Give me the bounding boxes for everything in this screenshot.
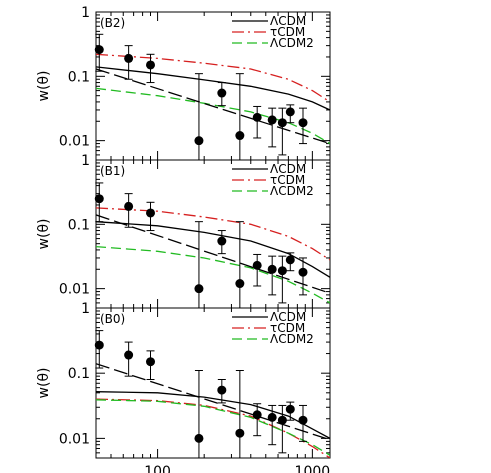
panel-1-series-CDM2 bbox=[96, 245, 330, 304]
panel-2-series-CDM bbox=[96, 391, 330, 439]
panel-0-data-point bbox=[217, 88, 227, 98]
panel-1-series-CDM bbox=[96, 221, 330, 278]
panel-2-data-point bbox=[277, 415, 287, 425]
panel-1-series-fit-line bbox=[96, 214, 330, 294]
panel-2-data-point bbox=[285, 404, 295, 414]
panel-0-data-point bbox=[285, 107, 295, 117]
panel-2-data-point bbox=[298, 415, 308, 425]
panel-2-data-point bbox=[235, 428, 245, 438]
panel-2-ytick-label: 0.01 bbox=[59, 431, 90, 447]
panel-2-ylabel: w(θ) bbox=[36, 368, 52, 399]
panel-0-label: (B2) bbox=[100, 16, 125, 30]
panel-2-series-CDM bbox=[96, 398, 330, 458]
panel-0-data-point bbox=[94, 45, 104, 55]
panel-0-data-point bbox=[298, 118, 308, 128]
panel-2-data-point bbox=[267, 412, 277, 422]
panel-2-data-point bbox=[146, 357, 156, 367]
panel-2-data-point bbox=[124, 350, 134, 360]
panel-1-series-CDM bbox=[96, 207, 330, 261]
panel-0-series-CDM2 bbox=[96, 87, 330, 145]
panel-2-legend-label: ΛCDM2 bbox=[270, 332, 314, 346]
panel-2-xtick-label: 100 bbox=[144, 464, 171, 473]
panel-1-legend-label: τCDM bbox=[270, 173, 305, 187]
panel-0-data-point bbox=[194, 136, 204, 146]
panel-1-ylabel: w(θ) bbox=[36, 219, 52, 250]
panel-0-series-CDM bbox=[96, 66, 330, 111]
panel-1-data-point bbox=[298, 267, 308, 277]
panel-1-label: (B1) bbox=[100, 164, 125, 178]
panel-0-legend-label: ΛCDM bbox=[270, 14, 306, 28]
panel-0-legend-label: τCDM bbox=[270, 25, 305, 39]
panel-2-series-fit-line bbox=[96, 363, 330, 441]
panel-0-data-point bbox=[252, 112, 262, 122]
panel-0-data-point bbox=[277, 118, 287, 128]
panel-0-ytick-label: 0.01 bbox=[59, 134, 90, 150]
panel-0-ylabel: w(θ) bbox=[36, 71, 52, 102]
panel-1-data-point bbox=[235, 279, 245, 289]
panel-0-ytick-label: 1 bbox=[81, 5, 90, 21]
panel-2-ytick-label: 0.1 bbox=[68, 366, 90, 382]
panel-2-legend-label: τCDM bbox=[270, 321, 305, 335]
panel-0-legend-label: ΛCDM2 bbox=[270, 36, 314, 50]
panel-0-data-point bbox=[124, 53, 134, 63]
panel-2-data-point bbox=[194, 433, 204, 443]
panel-1-data-point bbox=[277, 266, 287, 276]
panel-1-data-point bbox=[194, 284, 204, 294]
panel-2-data-point bbox=[217, 385, 227, 395]
panel-0-data-point bbox=[146, 60, 156, 70]
panel-1-ytick-label: 0.01 bbox=[59, 282, 90, 298]
panel-1-legend-label: ΛCDM2 bbox=[270, 184, 314, 198]
panel-1-data-point bbox=[146, 208, 156, 218]
panel-1-data-point bbox=[267, 264, 277, 274]
panel-2-legend-label: ΛCDM bbox=[270, 310, 306, 324]
panel-1-data-point bbox=[124, 201, 134, 211]
panel-0-data-point bbox=[267, 115, 277, 125]
panel-1-ytick-label: 1 bbox=[81, 153, 90, 169]
panel-2-ytick-label: 1 bbox=[81, 301, 90, 317]
panel-1-data-point bbox=[252, 260, 262, 270]
panel-2-series-CDM2 bbox=[96, 399, 330, 456]
panel-1-data-point bbox=[217, 236, 227, 246]
panel-2-xtick-label: 1000 bbox=[295, 464, 331, 473]
panel-0-ytick-label: 0.1 bbox=[68, 69, 90, 85]
panel-1-data-point bbox=[94, 194, 104, 204]
panel-0-series-fit-line bbox=[96, 68, 330, 145]
panel-2-data-point bbox=[252, 410, 262, 420]
panel-1-ytick-label: 0.1 bbox=[68, 217, 90, 233]
panel-2-label: (B0) bbox=[100, 312, 125, 326]
panel-0-data-point bbox=[235, 131, 245, 141]
panel-1-legend-label: ΛCDM bbox=[270, 162, 306, 176]
panel-2-data-point bbox=[94, 340, 104, 350]
panel-1-data-point bbox=[285, 255, 295, 265]
panel-0-series-CDM bbox=[96, 53, 330, 103]
